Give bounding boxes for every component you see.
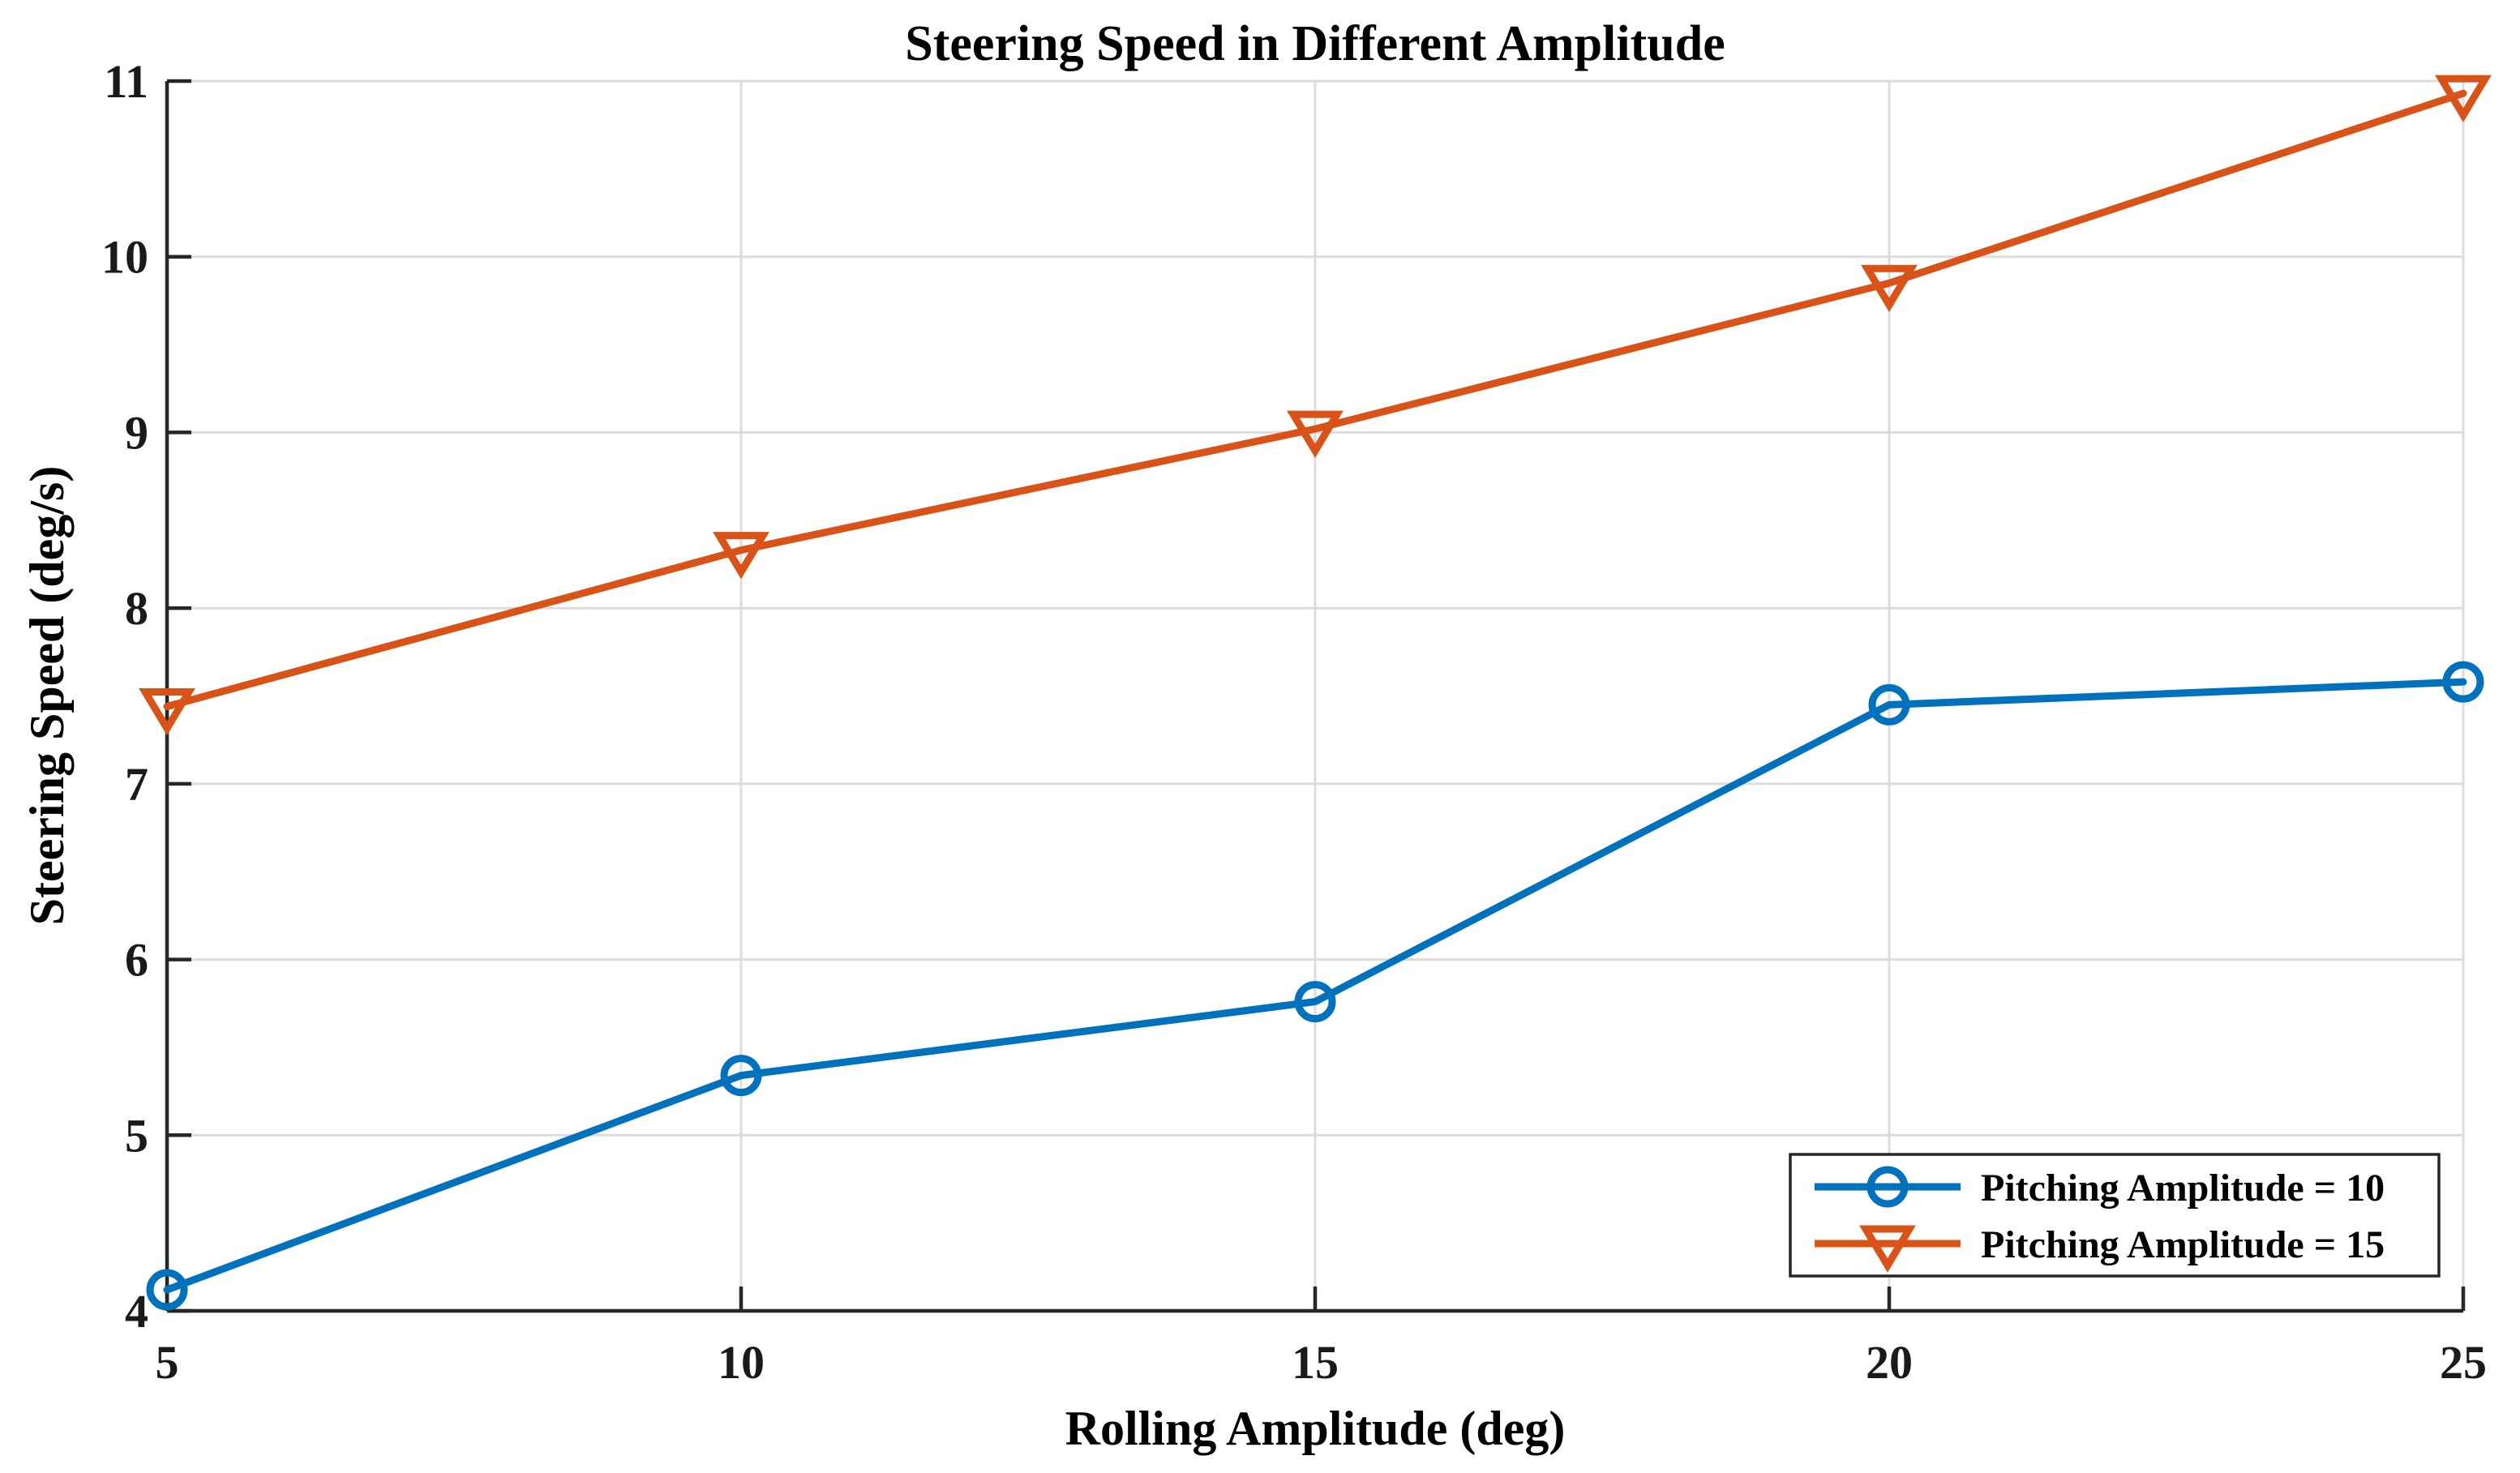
series-1 [146, 661, 2484, 1311]
legend-triangle-down-icon [1859, 1225, 1916, 1273]
x-axis-label: Rolling Amplitude (deg) [1065, 1402, 1566, 1455]
axes-layer [165, 79, 2466, 1313]
circle-marker [1868, 683, 1910, 726]
x-tick-label-15: 15 [1292, 1336, 1339, 1389]
y-tick-label-7: 7 [125, 758, 148, 811]
triangle-down-marker [1287, 410, 1344, 458]
triangle-down-marker [1861, 264, 1918, 312]
triangle-down-marker [139, 688, 195, 736]
y-tick-label-8: 8 [125, 582, 148, 635]
circle-marker [720, 1055, 762, 1097]
circle-marker [1294, 981, 1336, 1023]
y-axis-label: Steering Speed (deg/s) [20, 466, 74, 926]
legend-entry-2: Pitching Amplitude = 15 [1815, 1223, 2385, 1273]
legend-entry-1: Pitching Amplitude = 10 [1815, 1166, 2385, 1210]
series-line-1 [163, 678, 2467, 1294]
circle-marker [2442, 661, 2484, 703]
triangle-down-marker [2435, 75, 2492, 122]
y-tick-label-4: 4 [125, 1285, 148, 1338]
series-2 [139, 75, 2492, 736]
y-tick-label-11: 11 [104, 55, 148, 108]
x-tick-label-5: 5 [156, 1336, 179, 1389]
y-tick-label-9: 9 [125, 406, 148, 459]
legend-circle-icon [1866, 1166, 1909, 1208]
x-tick-label-20: 20 [1866, 1336, 1913, 1389]
x-tick-label-25: 25 [2440, 1336, 2487, 1389]
y-tick-label-5: 5 [125, 1109, 148, 1162]
series-line-2 [163, 89, 2467, 711]
chart-title: Steering Speed in Different Amplitude [905, 16, 1725, 71]
legend-label: Pitching Amplitude = 10 [1981, 1167, 2385, 1210]
x-tick-label-10: 10 [718, 1336, 765, 1389]
y-tick-label-6: 6 [125, 934, 148, 987]
legend-layer: Pitching Amplitude = 10 Pitching Amplitud… [1789, 1153, 2441, 1278]
legend-label: Pitching Amplitude = 15 [1981, 1223, 2385, 1266]
circle-marker [146, 1269, 188, 1311]
triangle-down-marker [713, 532, 769, 580]
series-layer [139, 75, 2492, 1311]
y-tick-label-10: 10 [101, 231, 148, 284]
